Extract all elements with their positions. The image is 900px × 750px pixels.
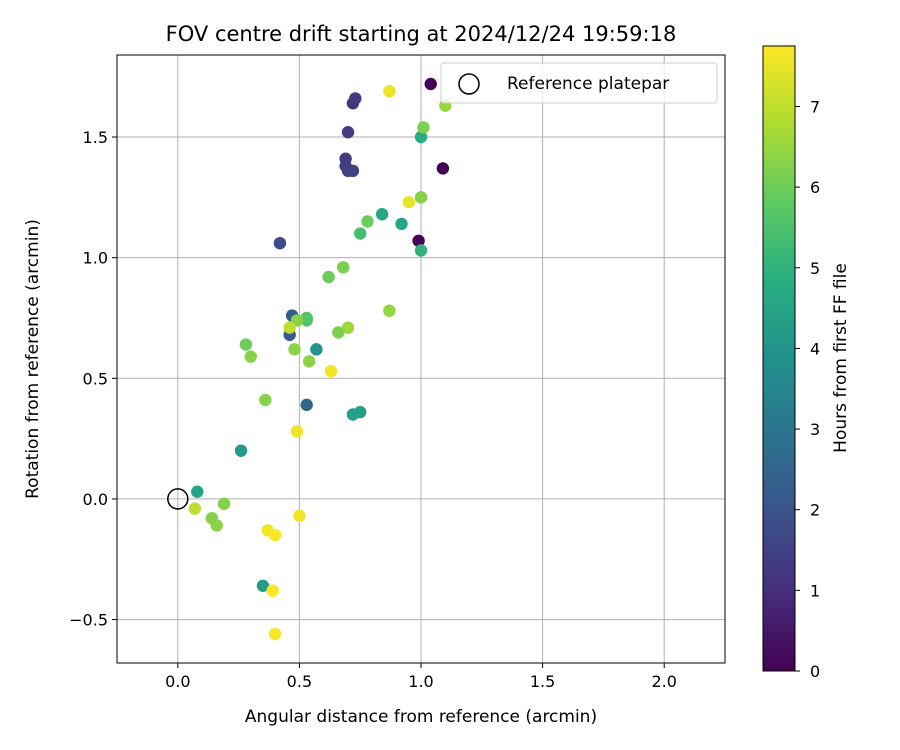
data-points [188,77,452,641]
colorbar-gradient [762,45,796,672]
colorbar-tick-label: 1 [810,581,820,600]
y-tick-label: 0.0 [83,490,108,509]
x-tick-label: 1.5 [530,672,555,691]
data-point [346,164,360,178]
grid-lines [117,55,725,663]
data-point [188,502,202,515]
data-point [383,84,396,98]
x-axis-label: Angular distance from reference (arcmin) [245,707,597,727]
y-tick-label: 1.5 [83,128,108,147]
y-tick-label: −0.5 [69,611,108,630]
data-point [412,234,425,247]
y-axis-ticks: −0.5 0.0 0.5 1.0 1.5 [69,128,117,630]
reference-platepar-point [167,488,189,510]
data-point [290,425,304,438]
colorbar-tick-label: 4 [810,339,820,358]
data-point [322,270,335,284]
data-point [300,398,313,412]
data-point [424,77,437,91]
legend-box [440,62,718,104]
data-point [302,355,316,368]
x-tick-label: 1.0 [408,672,433,691]
data-point [217,497,231,510]
colorbar-tick-label: 0 [810,662,820,681]
data-point [341,321,355,334]
data-point [414,191,428,204]
data-point [324,364,338,378]
colorbar-ticks: 0 1 2 3 4 5 6 7 [795,97,820,681]
data-point [336,261,350,274]
data-point [273,236,287,250]
data-point [375,208,389,221]
data-point [268,627,282,641]
x-tick-label: 0.0 [165,672,190,691]
data-point [349,92,362,105]
data-point [383,304,396,317]
reference-marker [167,488,189,510]
data-point [436,162,450,175]
colorbar: 0 1 2 3 4 5 6 7 Hours from first FF file [762,45,851,681]
colorbar-tick-label: 3 [810,420,820,439]
data-point [191,485,204,498]
legend-marker [458,73,480,95]
data-point [283,321,296,334]
data-point [414,130,428,144]
legend: Reference platepar [440,62,718,104]
data-point [361,215,374,228]
data-point [288,343,301,356]
x-axis-ticks: 0.0 0.5 1.0 1.5 2.0 [165,663,677,691]
data-point [310,343,323,356]
data-point [395,217,408,231]
data-point [244,350,257,363]
data-point [341,126,355,139]
chart-title: FOV centre drift starting at 2024/12/24 … [166,22,677,46]
colorbar-tick-label: 7 [810,97,820,116]
data-point [293,509,306,523]
data-point [300,314,313,327]
data-point [234,444,248,457]
colorbar-tick-label: 6 [810,178,820,197]
legend-label: Reference platepar [507,74,669,94]
data-point [239,338,253,351]
data-point [210,519,223,532]
data-point [354,227,367,240]
data-point [354,405,367,419]
colorbar-tick-label: 5 [810,259,820,278]
y-axis-label: Rotation from reference (arcmin) [23,219,43,499]
data-point [414,244,428,257]
data-point [268,528,282,542]
data-point [332,326,345,339]
data-point [259,393,272,407]
data-point [417,121,430,134]
colorbar-label: Hours from first FF file [831,263,851,453]
data-point [256,579,270,592]
y-tick-label: 0.5 [83,369,108,388]
y-tick-label: 1.0 [83,249,108,268]
x-tick-label: 0.5 [287,672,312,691]
data-point [266,584,279,597]
colorbar-tick-label: 2 [810,501,820,520]
x-tick-label: 2.0 [651,672,676,691]
data-point [402,195,416,209]
